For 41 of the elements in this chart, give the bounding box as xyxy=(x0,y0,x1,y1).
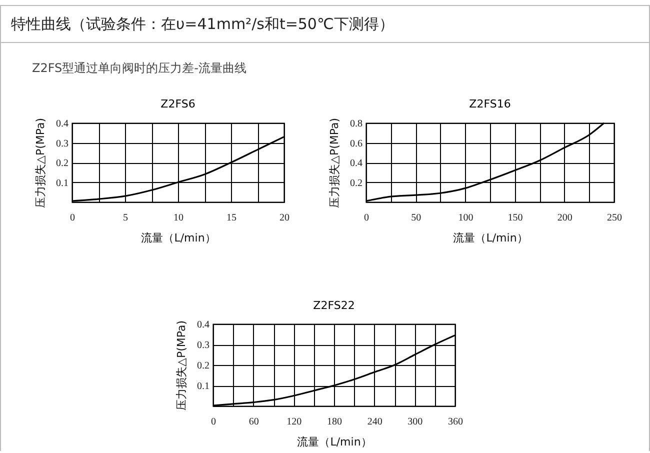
y-tick-label: 0.3 xyxy=(197,340,210,351)
x-tick-label: 20 xyxy=(280,212,290,224)
x-tick-label: 120 xyxy=(286,416,302,428)
x-tick-label: 10 xyxy=(174,212,184,224)
x-tick-label: 200 xyxy=(557,212,572,224)
y-tick-label: 0.2 xyxy=(56,158,68,169)
x-axis-title: 流量（L/min） xyxy=(453,232,528,244)
x-tick-label: 240 xyxy=(367,416,382,428)
text: 特性曲线（试验条件：在υ=41mm²/s和t=50℃下测得） xyxy=(11,15,394,34)
x-tick-label: 150 xyxy=(508,212,523,224)
y-tick-label: 0.1 xyxy=(197,381,210,392)
x-tick-label: 50 xyxy=(411,212,422,224)
chart-title: Z2FS22 xyxy=(313,299,355,312)
y-tick-label: 0.3 xyxy=(56,138,68,150)
chart-title: Z2FS16 xyxy=(469,97,511,110)
y-tick-label: 0.8 xyxy=(350,118,362,130)
y-tick-label: 0.4 xyxy=(56,118,68,130)
chart-title: Z2FS6 xyxy=(160,97,196,110)
x-tick-label: 15 xyxy=(226,212,236,224)
text: Z2FS型通过单向阀时的压力差-流量曲线 xyxy=(32,60,246,77)
x-axis-title: 流量（L/min） xyxy=(297,436,372,448)
x-tick-label: 180 xyxy=(327,416,342,428)
x-tick-label: 300 xyxy=(408,416,423,428)
x-tick-label: 250 xyxy=(607,212,622,224)
x-tick-label: 100 xyxy=(458,212,474,224)
x-tick-label: 0 xyxy=(364,212,369,224)
y-axis-title: 压力损失△P(MPa) xyxy=(34,118,47,208)
y-axis-title: 压力损失△P(MPa) xyxy=(328,118,341,208)
x-tick-label: 60 xyxy=(248,416,259,428)
x-axis-title: 流量（L/min） xyxy=(141,232,216,244)
y-tick-label: 0.6 xyxy=(350,138,362,150)
y-tick-label: 0.4 xyxy=(350,158,362,169)
y-tick-label: 0.4 xyxy=(197,320,210,330)
y-tick-label: 0.1 xyxy=(56,178,68,189)
x-tick-label: 5 xyxy=(123,212,128,224)
y-tick-label: 0.2 xyxy=(350,178,362,189)
x-tick-label: 0 xyxy=(211,416,216,428)
y-tick-label: 0.2 xyxy=(197,360,210,372)
x-tick-label: 0 xyxy=(70,212,75,224)
x-tick-label: 360 xyxy=(448,416,463,428)
y-axis-title: 压力损失△P(MPa) xyxy=(175,320,188,411)
